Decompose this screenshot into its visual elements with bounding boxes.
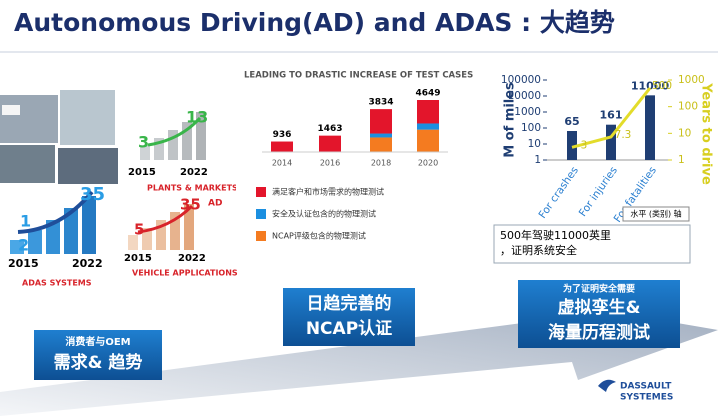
y-tick-label: 100000 [501,74,541,86]
adas-end: 35 [80,184,105,205]
note-box [493,224,691,264]
plants-year-end: 2022 [180,167,208,178]
step2-line1: 日趋完善的 [307,293,392,314]
vehicle-tag: AD [208,199,222,209]
bar-segment [271,141,293,152]
total-label: 1463 [317,124,342,134]
vehicle-start: 5 [134,221,144,239]
plants-end: 13 [186,108,208,127]
plants-illustration: 3 13 2015 2022 PLANTS & MARKETS [128,108,238,193]
bar-segment [417,100,439,124]
adas-year-start: 2015 [8,257,39,270]
plants-start: 3 [138,133,149,152]
vehicle-year-end: 2022 [178,253,206,264]
legend-swatch [256,187,266,197]
adas-year-end: 2022 [72,257,103,270]
y-tick-label: 10 [528,138,541,150]
x-tick-label: 2018 [371,159,391,168]
bar-value-label: 161 [600,109,623,122]
step2-line2: NCAP认证 [306,318,392,339]
x-tick-label: 2014 [272,159,292,168]
step3-line1: 虚拟孪生& [558,297,641,318]
total-label: 936 [273,130,292,140]
logo-line1: DASSAULT [620,382,672,392]
chart-title: LEADING TO DRASTIC INCREASE OF TEST CASE… [244,71,473,81]
illustration-photos [0,90,118,184]
vehicle-illustration: 5 35 AD 2015 2022 VEHICLE APPLICATIONS [124,196,238,278]
y-tick-label: 10000 [508,90,541,102]
bar-segment [370,109,392,134]
note: 500年驾驶11000英里，证明系统安全 [500,228,611,257]
slide-title: Autonomous Driving(AD) and ADAS : 大趋势 [14,8,615,37]
step1-box [34,330,162,380]
bar-value-label: 65 [564,115,579,128]
y-tick-label: 1 [534,154,541,166]
line-value-label: 3 [581,139,588,151]
legend-swatch [256,231,266,241]
bar [645,95,655,160]
y-tick-label: 1000 [514,106,541,118]
y2-tick-label: 1000 [678,74,705,86]
total-label: 3834 [368,98,393,108]
x-tick-label: 2020 [418,159,438,168]
adas-illustration: 1 2 35 2015 2022 ADAS SYSTEMS [8,184,105,288]
bar [567,130,577,160]
x-tick-label: 2016 [320,159,340,168]
y-tick-label: 100 [521,122,541,134]
bar-segment [319,135,341,152]
line-value-label: 500 [652,80,672,92]
chart-panel [236,60,488,260]
line-value-label: 7.3 [615,129,632,141]
step1-small: 消费者与OEM [65,335,130,348]
vehicle-end: 35 [180,196,201,214]
tooltip-box [622,206,690,222]
bar-segment [417,129,439,152]
tooltip: 水平 (类别) 轴 [630,209,681,219]
vehicle-label: VEHICLE APPLICATIONS [132,269,238,278]
y2-tick-label: 10 [678,127,691,139]
adas-start-a: 1 [20,212,31,231]
vehicle-year-start: 2015 [124,253,152,264]
step3-small: 为了证明安全需要 [563,283,635,295]
legend-label: NCAP评级包含的物理测试 [272,231,366,241]
y2-tick-label: 100 [678,101,698,113]
bar-segment [417,123,439,130]
step3-box [518,280,680,348]
y2-axis-title: Years to drive [699,82,714,185]
plants-label: PLANTS & MARKETS [147,184,238,193]
y-axis-title: M of miles [503,82,518,158]
step1-big: 需求& 趋势 [54,352,143,373]
legend-swatch [256,209,266,219]
adas-start-b: 2 [18,236,29,255]
total-label: 4649 [415,89,440,99]
legend-label: 安全及认证包含的的物理测试 [272,209,376,219]
bar-value-label: 11000 [631,79,670,92]
stacked-chart: 936 2014 1463 2016 3834 2018 4649 2020 NCAP评级包含的… [256,89,448,241]
step2-box [283,288,415,346]
step3-line2: 海量历程测试 [548,322,650,343]
line-series [571,87,652,149]
bar-segment [370,133,392,138]
plants-year-start: 2015 [128,167,156,178]
legend-label: 满足客户和市场需求的物理测试 [272,187,384,197]
logo-mark [598,379,616,392]
bar-segment [370,137,392,152]
adas-label: ADAS SYSTEMS [22,279,92,288]
y2-tick-label: 1 [678,154,685,166]
bar [606,124,616,160]
logo-line2: SYSTEMES [620,393,673,403]
